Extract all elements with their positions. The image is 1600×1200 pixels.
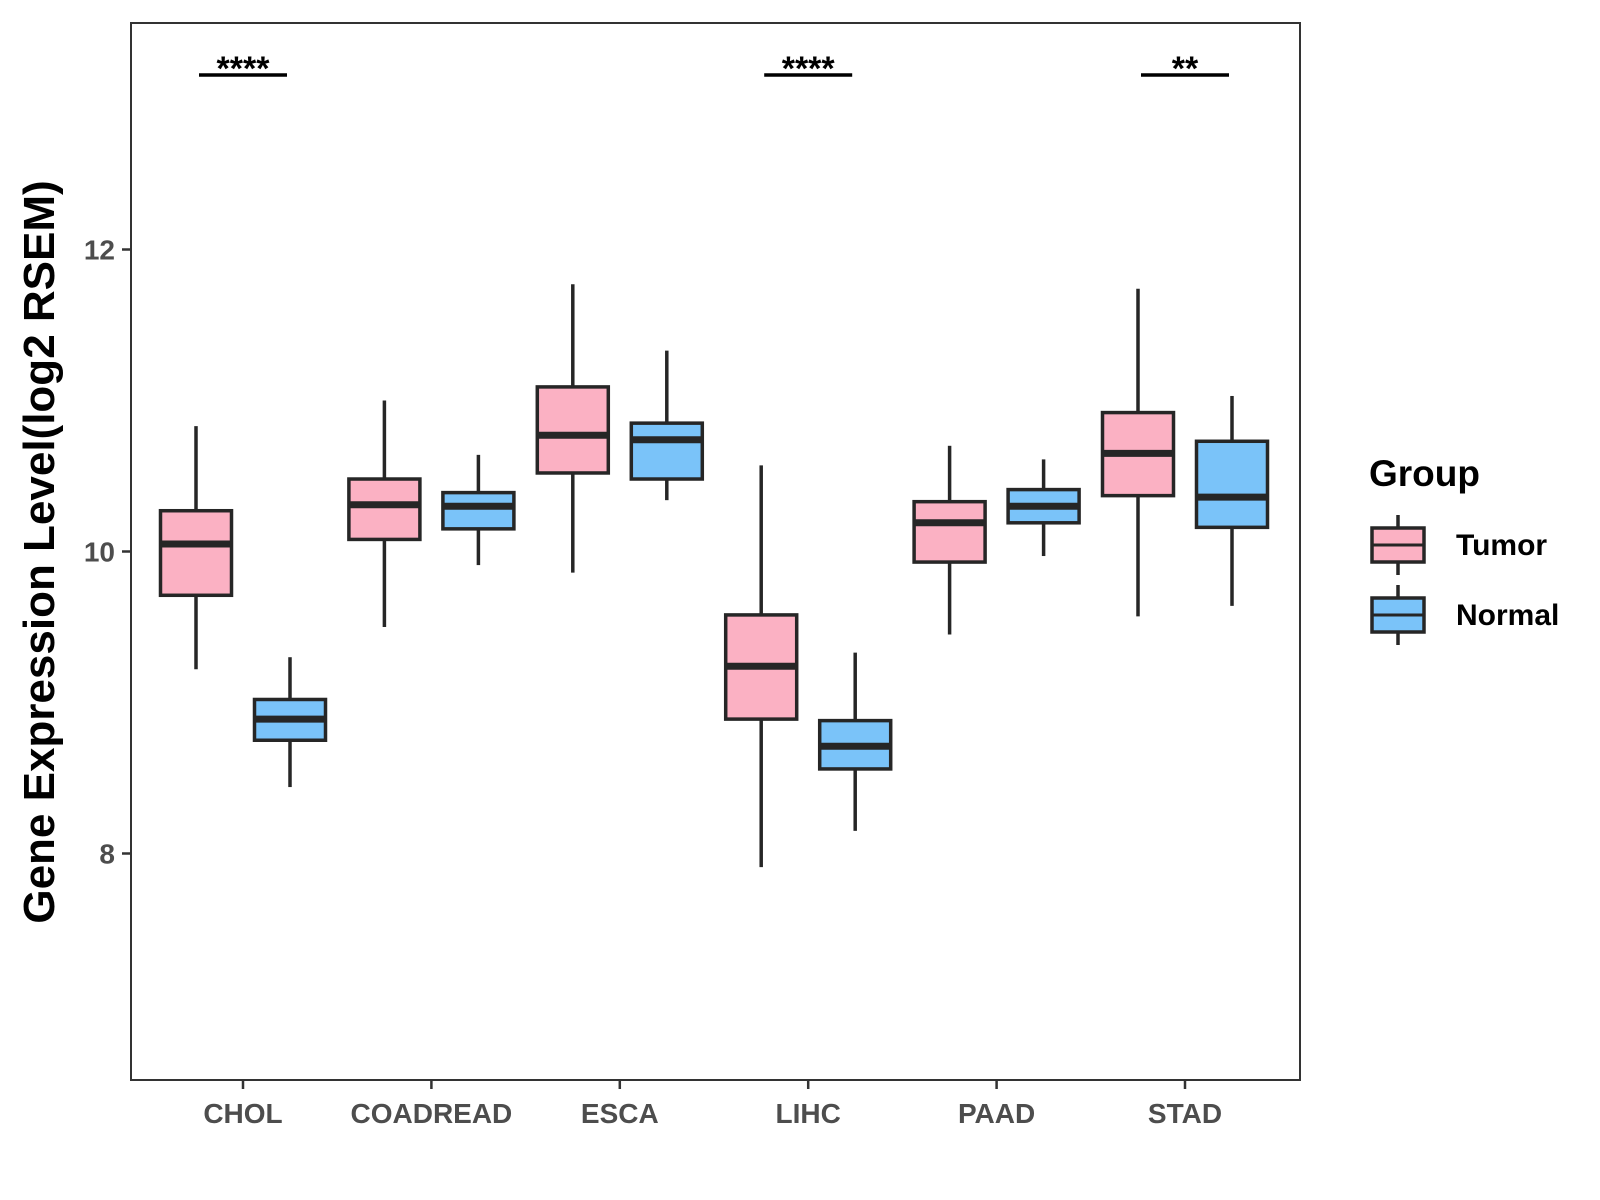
x-tick-label: LIHC	[776, 1098, 841, 1129]
box-normal-coadread	[441, 454, 516, 566]
x-tick-label: CHOL	[203, 1098, 282, 1129]
iqr-box	[1194, 439, 1270, 530]
box-tumor-coadread	[347, 400, 422, 627]
y-axis: 8 10 12	[84, 235, 131, 870]
x-tick-label: PAAD	[958, 1098, 1035, 1129]
significance-layer: **** **** **	[199, 50, 1229, 88]
box-normal-paad	[1006, 459, 1081, 557]
y-axis-title: Gene Expression Level(log2 RSEM)	[15, 180, 64, 923]
box-tumor-lihc	[723, 465, 799, 868]
significance-label: ****	[782, 50, 836, 88]
y-tick-label: 12	[84, 235, 115, 266]
box-normal-esca	[629, 350, 705, 501]
legend-label: Normal	[1456, 599, 1559, 632]
legend: Group Tumor Normal	[1369, 453, 1559, 645]
iqr-box	[441, 490, 516, 531]
significance-label: ****	[217, 50, 271, 88]
significance-chol: ****	[199, 50, 287, 88]
iqr-box	[629, 421, 705, 481]
significance-lihc: ****	[764, 50, 853, 88]
iqr-box	[912, 499, 987, 564]
box-normal-stad	[1194, 395, 1270, 606]
y-tick-label: 10	[84, 537, 115, 568]
iqr-box	[158, 508, 234, 598]
legend-entry-tumor: Tumor	[1370, 515, 1547, 575]
box-tumor-esca	[535, 284, 611, 573]
box-normal-chol	[252, 657, 328, 788]
x-axis: CHOL COADREAD ESCA LIHC PAAD STAD	[203, 1080, 1222, 1129]
legend-label: Tumor	[1456, 529, 1547, 562]
legend-title: Group	[1369, 453, 1480, 494]
iqr-box	[535, 385, 611, 475]
box-normal-lihc	[817, 652, 893, 831]
x-tick-label: ESCA	[581, 1098, 659, 1129]
significance-stad: **	[1141, 50, 1229, 88]
significance-label: **	[1172, 50, 1199, 88]
plot-panel-border	[130, 22, 1301, 1081]
boxes-layer	[158, 284, 1270, 868]
x-tick-label: STAD	[1148, 1098, 1222, 1129]
box-tumor-chol	[158, 426, 234, 670]
y-tick-label: 8	[99, 839, 115, 870]
x-tick-label: COADREAD	[351, 1098, 513, 1129]
legend-entry-normal: Normal	[1370, 585, 1559, 645]
box-tumor-stad	[1100, 288, 1176, 617]
box-tumor-paad	[912, 445, 987, 635]
iqr-box	[347, 477, 422, 542]
